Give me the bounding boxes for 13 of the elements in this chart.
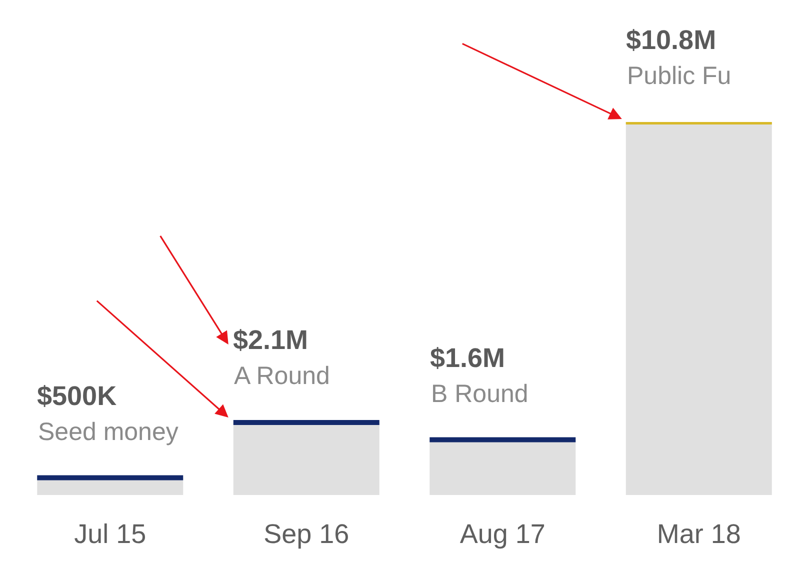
x-tick-label: Jul 15 — [74, 519, 146, 549]
data-label: $500K — [37, 381, 118, 411]
annotation: Public Fu — [627, 62, 732, 90]
x-tick-label: Sep 16 — [264, 519, 350, 549]
x-tick-label: Aug 17 — [460, 519, 546, 549]
data-label: $2.1M — [233, 325, 308, 355]
annotation: A Round — [234, 362, 330, 390]
annotation: B Round — [431, 380, 528, 408]
data-label: $10.8M — [626, 25, 716, 55]
bar — [626, 122, 772, 495]
data-label: $1.6M — [430, 343, 506, 373]
x-tick-label: Mar 18 — [656, 519, 741, 549]
annotation: Seed money — [38, 418, 179, 446]
